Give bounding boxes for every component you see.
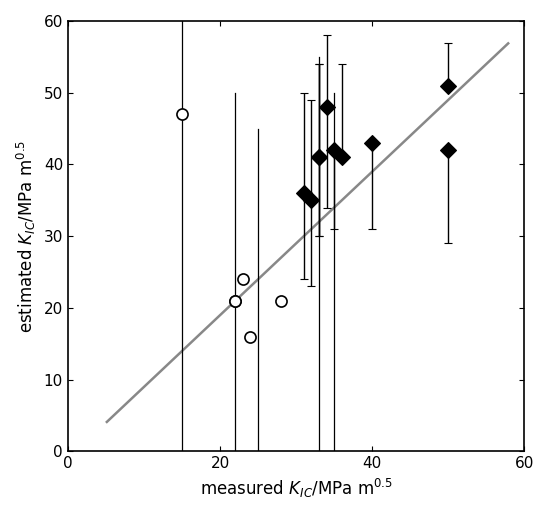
X-axis label: measured $K_{IC}$/MPa m$^{0.5}$: measured $K_{IC}$/MPa m$^{0.5}$ [200,477,393,500]
Y-axis label: estimated $K_{IC}$/MPa m$^{0.5}$: estimated $K_{IC}$/MPa m$^{0.5}$ [15,140,38,333]
